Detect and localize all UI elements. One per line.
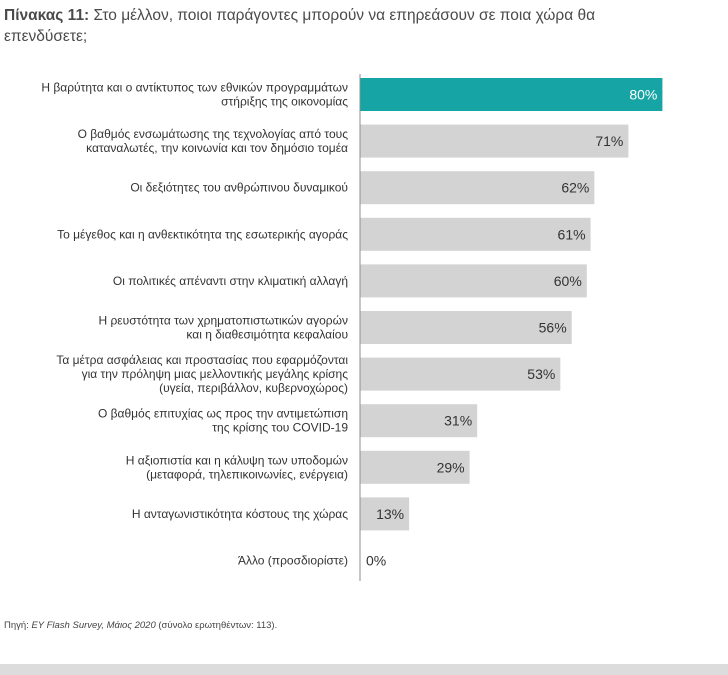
category-label: Τα μέτρα ασφάλειας και προστασίας που εφ… [56,353,348,395]
bar [360,357,561,391]
value-label: 60% [554,273,582,289]
bar-chart: 80% Η βαρύτητα και ο αντίκτυπος των εθνικ… [41,74,663,581]
bar [360,497,410,531]
footer-bar [0,664,728,675]
bar [360,264,587,298]
title-prefix: Πίνακας 11: [4,7,90,24]
bar [360,124,629,158]
bar [360,171,595,205]
category-label: Η αξιοπιστία και η κάλυψη των υποδομών (μ… [126,453,348,481]
source-name: EY Flash Survey, Μάιος 2020 [31,620,156,631]
value-label: 80% [629,87,657,103]
value-label: 61% [558,226,586,242]
category-label: Το μέγεθος και η ανθεκτικότητα της εσωτε… [57,227,348,241]
value-label: 13% [376,506,404,522]
category-label: Η ανταγωνιστικότητα κόστους της χώρας [132,507,348,521]
value-label: 0% [366,553,386,569]
category-label: Η ρευστότητα των χρηματοπιστωτικών αγορώ… [98,314,348,342]
category-label: Η βαρύτητα και ο αντίκτυπος των εθνικών … [41,81,348,109]
category-label: Άλλο (προσδιορίστε) [238,554,348,568]
title-text: Στο μέλλον, ποιοι παράγοντες μπορούν να … [4,7,596,45]
bar [360,78,663,111]
value-label: 31% [444,413,472,429]
category-label: Οι πολιτικές απέναντι στην κλιματική αλλ… [113,274,348,288]
source-note: Πηγή: EY Flash Survey, Μάιος 2020 (σύνολ… [4,620,277,631]
value-label: 29% [437,459,465,475]
value-label: 62% [561,180,589,196]
source-lead: Πηγή: [4,620,32,631]
value-label: 53% [527,366,555,382]
bar [360,217,591,251]
value-label: 71% [595,133,623,149]
bar [360,404,478,438]
chart-title: Πίνακας 11: Στο μέλλον, ποιοι παράγοντες… [4,5,644,47]
bar [360,450,470,484]
source-rest: (σύνολο ερωτηθέντων: 113). [155,620,278,631]
bar [360,311,572,344]
category-label: Ο βαθμός επιτυχίας ως προς την αντιμετώπ… [98,407,348,435]
value-label: 56% [539,320,567,336]
category-label: Οι δεξιότητες του ανθρώπινου δυναμικού [130,181,348,195]
category-label: Ο βαθμός ενσωμάτωσης της τεχνολογίας από… [78,127,349,155]
